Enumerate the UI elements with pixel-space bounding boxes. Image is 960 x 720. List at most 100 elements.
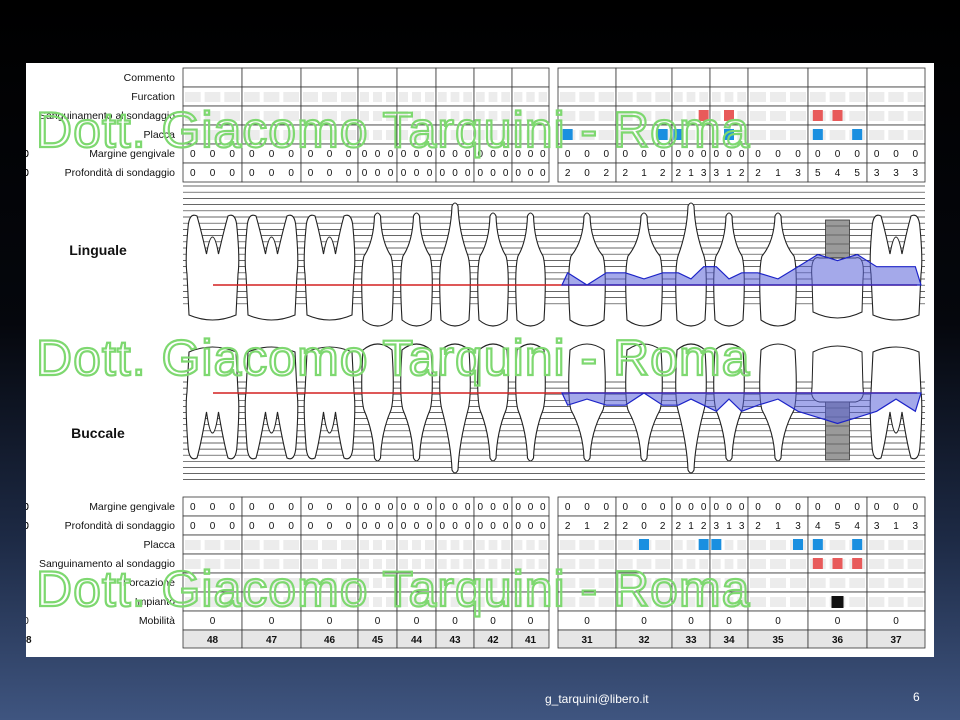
tooth-number: 46 [324,635,336,646]
lower-placeholder [869,578,885,588]
lower-placeholder [770,578,786,588]
upper-plaque-mark [562,129,573,140]
lower-placeholder [399,597,408,607]
upper-placeholder [501,111,510,121]
lower-depth-value: 0 [210,521,216,532]
upper-placeholder [888,111,904,121]
upper-depth-value: 0 [440,168,446,179]
upper-depth-value: 1 [726,168,732,179]
upper-row-label: Profondità di sondaggio [65,167,175,179]
upper-margin-value: 0 [835,149,841,160]
upper-placeholder [618,92,633,102]
lower-placeholder [224,597,240,607]
lower-depth-value: 0 [308,521,314,532]
upper-placeholder [829,92,846,102]
lower-placeholder [488,578,498,588]
upper-depth-value: 0 [515,168,521,179]
upper-placeholder [598,111,614,121]
upper-placeholder [360,92,369,102]
lower-placeholder [849,578,865,588]
upper-placeholder [538,92,547,102]
lower-bleeding-mark [852,558,863,569]
lower-placeholder [655,597,670,607]
upper-plaque-mark [673,129,684,140]
upper-margin-value: 0 [308,149,314,160]
upper-placeholder [538,130,547,140]
lower-placeholder [686,559,696,569]
upper-cell [747,67,809,88]
lower-placeholder [399,540,408,550]
upper-margin-value: 0 [26,149,29,160]
buccal-tooth [361,343,394,462]
lower-margin-value: 0 [210,502,216,513]
upper-placeholder [737,92,746,102]
lower-margin-value: 0 [288,502,294,513]
lower-placeholder [674,540,683,550]
upper-placeholder [224,111,240,121]
lower-margin-value: 0 [641,502,647,513]
upper-margin-value: 0 [401,149,407,160]
lower-placeholder [618,559,633,569]
upper-margin-value: 0 [427,149,433,160]
lower-margin-value: 0 [688,502,694,513]
upper-plaque-mark [812,129,823,140]
lingual-tooth [675,202,707,327]
lower-margin-value: 0 [346,502,352,513]
upper-margin-value: 0 [528,149,534,160]
lower-placeholder [538,597,547,607]
lower-placeholder [674,597,683,607]
lower-placeholder [476,578,485,588]
upper-row-label: Commento [124,72,176,84]
lower-plaque-mark [812,539,823,550]
lower-placeholder [770,559,786,569]
upper-placeholder [686,111,696,121]
lower-placeholder [560,559,576,569]
lower-placeholder [514,597,523,607]
lower-depth-value: 4 [815,521,821,532]
lower-placeholder [263,559,280,569]
lower-placeholder [425,578,434,588]
upper-cell [511,162,550,183]
upper-margin-value: 0 [388,149,394,160]
lower-placeholder [360,578,369,588]
upper-depth-value: 0 [540,168,546,179]
upper-depth-value: 0 [388,168,394,179]
lower-placeholder [514,578,523,588]
upper-placeholder [341,130,356,140]
lingual-tooth [515,212,546,327]
lingual-label: Linguale [69,242,127,258]
lower-placeholder [724,540,734,550]
upper-placeholder [750,92,766,102]
upper-placeholder [770,130,786,140]
lower-depth-value: 0 [540,521,546,532]
upper-margin-value: 0 [269,149,275,160]
upper-placeholder [888,130,904,140]
buccal-tooth [439,343,471,474]
lower-placeholder [204,597,221,607]
lower-placeholder [598,578,614,588]
upper-cell [300,67,359,88]
lower-placeholder [579,597,595,607]
upper-placeholder [185,111,201,121]
lingual-tooth [713,212,745,327]
lower-margin-value: 0 [739,502,745,513]
lower-placeholder [204,540,221,550]
lower-placeholder [322,540,337,550]
lower-placeholder [598,540,614,550]
upper-cell [511,67,550,88]
upper-placeholder [224,92,240,102]
upper-margin-value: 0 [465,149,471,160]
lower-margin-value: 0 [660,502,666,513]
lower-placeholder [224,578,240,588]
lower-placeholder [699,578,708,588]
upper-placeholder [386,92,395,102]
upper-cell [807,67,868,88]
upper-depth-value: 0 [375,168,381,179]
upper-depth-value: 1 [641,168,647,179]
mobility-value: 0 [327,616,333,627]
upper-bleeding-mark [724,110,734,121]
upper-placeholder [244,92,260,102]
lower-placeholder [598,559,614,569]
lower-placeholder [538,559,547,569]
lower-placeholder [712,597,721,607]
